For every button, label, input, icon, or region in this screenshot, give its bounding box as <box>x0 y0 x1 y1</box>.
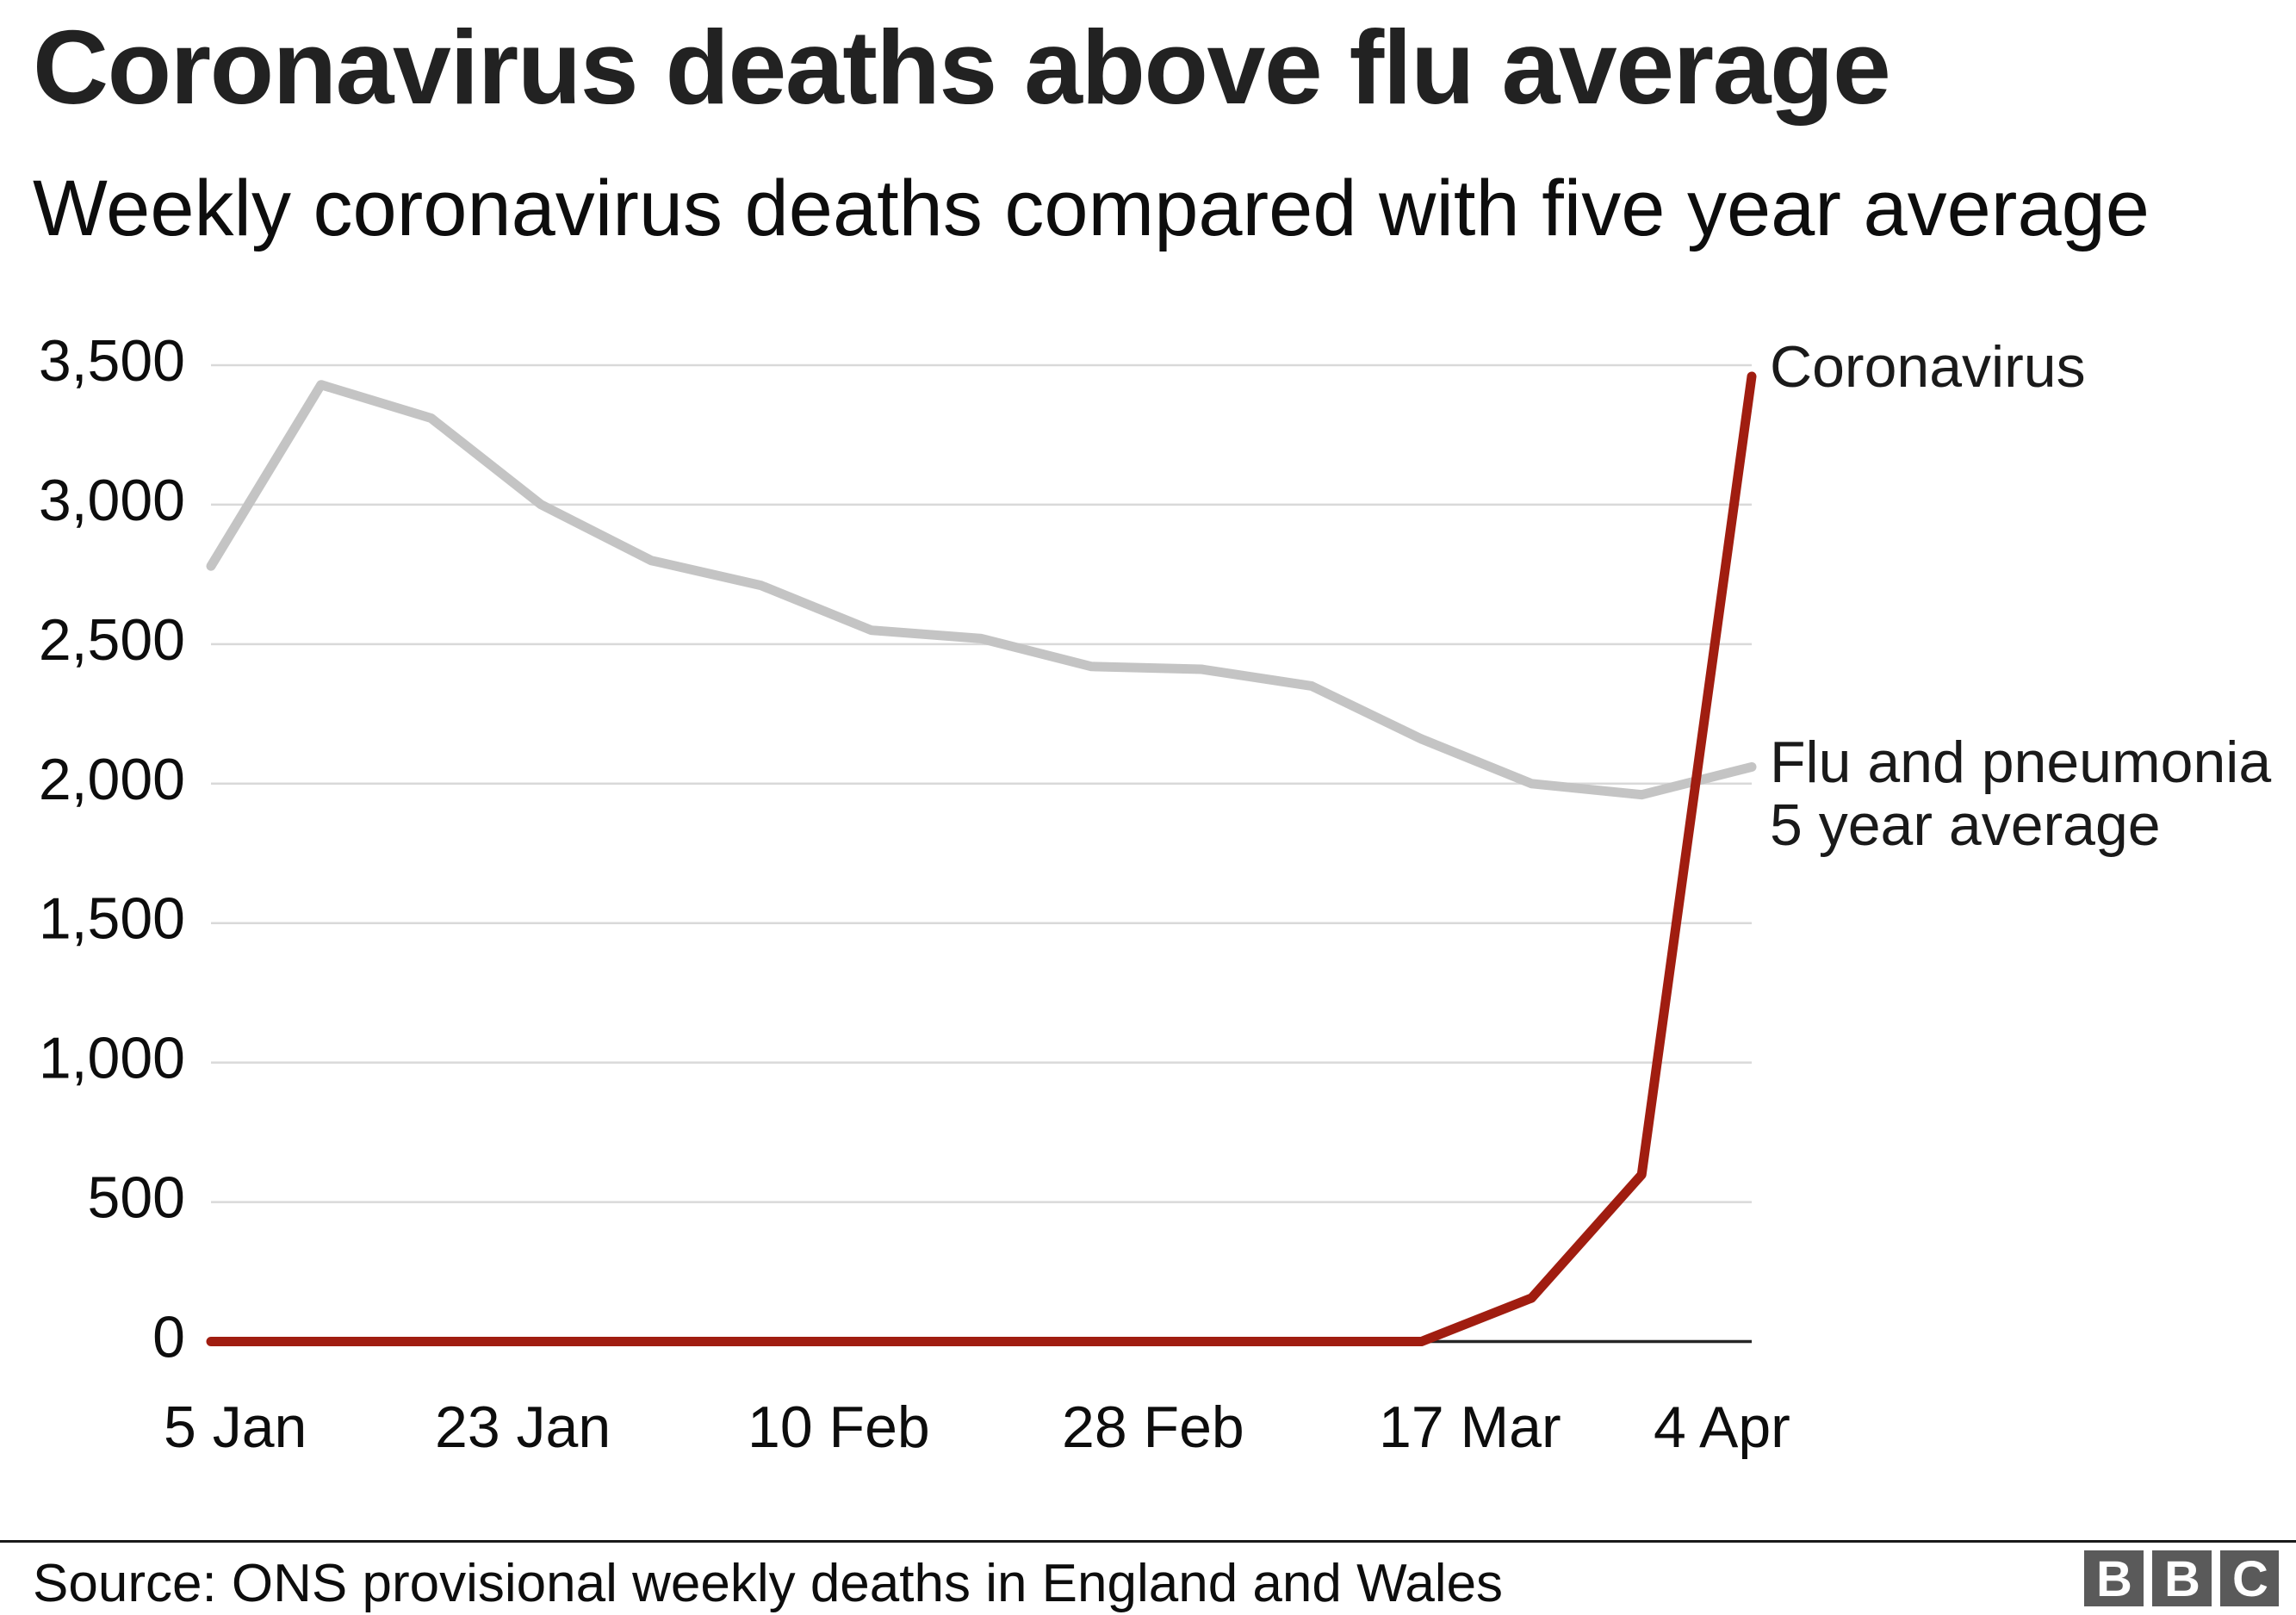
svg-text:10 Feb: 10 Feb <box>748 1394 930 1460</box>
svg-text:C: C <box>2232 1551 2268 1607</box>
svg-text:1,000: 1,000 <box>39 1026 185 1091</box>
svg-text:4 Apr: 4 Apr <box>1654 1394 1790 1460</box>
svg-text:2,500: 2,500 <box>39 607 185 673</box>
svg-text:28 Feb: 28 Feb <box>1062 1394 1244 1460</box>
svg-text:5 year average: 5 year average <box>1770 792 2161 858</box>
svg-text:Flu and pneumonia: Flu and pneumonia <box>1770 730 2271 795</box>
svg-text:B: B <box>2164 1551 2200 1607</box>
svg-text:Coronavirus: Coronavirus <box>1770 334 2086 400</box>
svg-text:3,000: 3,000 <box>39 468 185 533</box>
svg-text:B: B <box>2096 1551 2132 1607</box>
svg-text:23 Jan: 23 Jan <box>435 1394 611 1460</box>
svg-text:3,500: 3,500 <box>39 328 185 394</box>
svg-text:5 Jan: 5 Jan <box>164 1394 307 1460</box>
svg-text:2,000: 2,000 <box>39 747 185 812</box>
svg-text:500: 500 <box>88 1165 185 1231</box>
svg-text:17 Mar: 17 Mar <box>1379 1394 1561 1460</box>
svg-text:1,500: 1,500 <box>39 886 185 952</box>
svg-text:0: 0 <box>152 1305 185 1370</box>
